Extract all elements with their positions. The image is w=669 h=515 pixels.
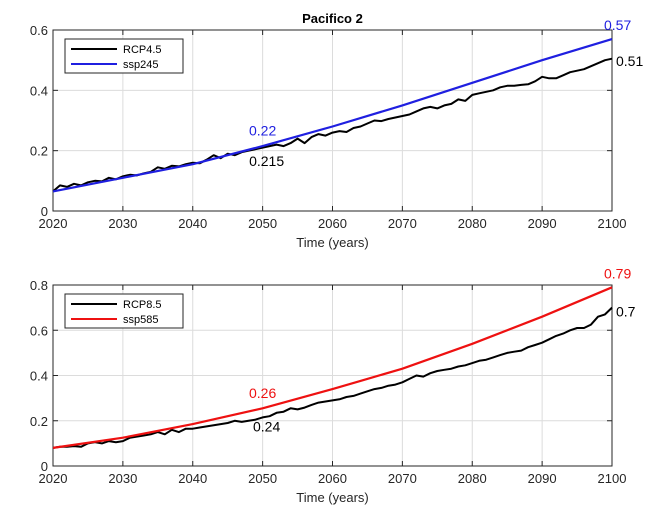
data-label: 0.7 [616, 304, 636, 320]
y-axis: 0 0.2 0.4 0.6 0.8 [30, 278, 612, 474]
x-tick-label: 2060 [318, 471, 347, 486]
legend-label: RCP4.5 [123, 44, 162, 56]
x-tick-label: 2070 [388, 216, 417, 231]
x-tick-label: 2020 [39, 216, 68, 231]
x-axis-label: Time (years) [296, 490, 368, 505]
x-tick-label: 2100 [598, 471, 627, 486]
legend-label: ssp585 [123, 314, 158, 326]
x-tick-label: 2030 [108, 471, 137, 486]
x-tick-label: 2060 [318, 216, 347, 231]
data-label: 0.79 [604, 265, 631, 281]
y-tick-label: 0.8 [30, 278, 48, 293]
x-tick-label: 2050 [248, 471, 277, 486]
data-label: 0.22 [249, 123, 276, 139]
x-tick-label: 2030 [108, 216, 137, 231]
data-label: 0.215 [249, 153, 284, 169]
x-tick-label: 2040 [178, 216, 207, 231]
legend: RCP8.5 ssp585 [64, 293, 184, 329]
chart-panel-2: 2020 2030 2040 2050 2060 2070 2080 2090 2100 0 0.2… [30, 265, 636, 505]
series-group [52, 286, 613, 449]
grid [53, 30, 612, 211]
y-tick-label: 0 [41, 204, 48, 219]
x-tick-label: 2090 [528, 216, 557, 231]
x-tick-label: 2020 [39, 471, 68, 486]
x-tick-label: 2050 [248, 216, 277, 231]
y-tick-label: 0.6 [30, 23, 48, 38]
data-label: 0.57 [604, 17, 631, 33]
annotations: 0.26 0.24 0.79 0.7 [249, 265, 636, 434]
y-tick-label: 0.2 [30, 414, 48, 429]
legend-box [64, 38, 184, 74]
x-axis: 2020 2030 2040 2050 2060 2070 2080 2090 2100 [39, 285, 627, 486]
x-tick-label: 2040 [178, 471, 207, 486]
chart-panel-1: 2020 2030 2040 2050 2060 2070 2080 2090 2100 0 0.2… [30, 11, 644, 250]
grid [53, 285, 612, 466]
x-axis-label: Time (years) [296, 235, 368, 250]
y-tick-label: 0.6 [30, 323, 48, 338]
data-label: 0.51 [616, 53, 643, 69]
legend: RCP4.5 ssp245 [64, 38, 184, 74]
data-label: 0.24 [253, 419, 280, 435]
legend-label: RCP8.5 [123, 299, 162, 311]
annotations: 0.22 0.215 0.57 0.51 [249, 17, 643, 169]
series-line-ssp245 [52, 38, 613, 193]
y-axis: 0 0.2 0.4 0.6 [30, 23, 612, 219]
series-group [52, 38, 613, 193]
x-tick-label: 2100 [598, 216, 627, 231]
x-tick-label: 2080 [458, 216, 487, 231]
chart-title: Pacifico 2 [302, 11, 363, 26]
x-tick-label: 2070 [388, 471, 417, 486]
legend-box [64, 293, 184, 329]
x-axis: 2020 2030 2040 2050 2060 2070 2080 2090 2100 [39, 30, 627, 231]
series-line-rcp85 [52, 306, 613, 449]
y-tick-label: 0 [41, 459, 48, 474]
x-tick-label: 2090 [528, 471, 557, 486]
data-label: 0.26 [249, 385, 276, 401]
x-tick-label: 2080 [458, 471, 487, 486]
series-line-ssp585 [52, 286, 613, 449]
legend-label: ssp245 [123, 59, 158, 71]
y-tick-label: 0.4 [30, 83, 48, 98]
y-tick-label: 0.4 [30, 369, 48, 384]
y-tick-label: 0.2 [30, 144, 48, 159]
